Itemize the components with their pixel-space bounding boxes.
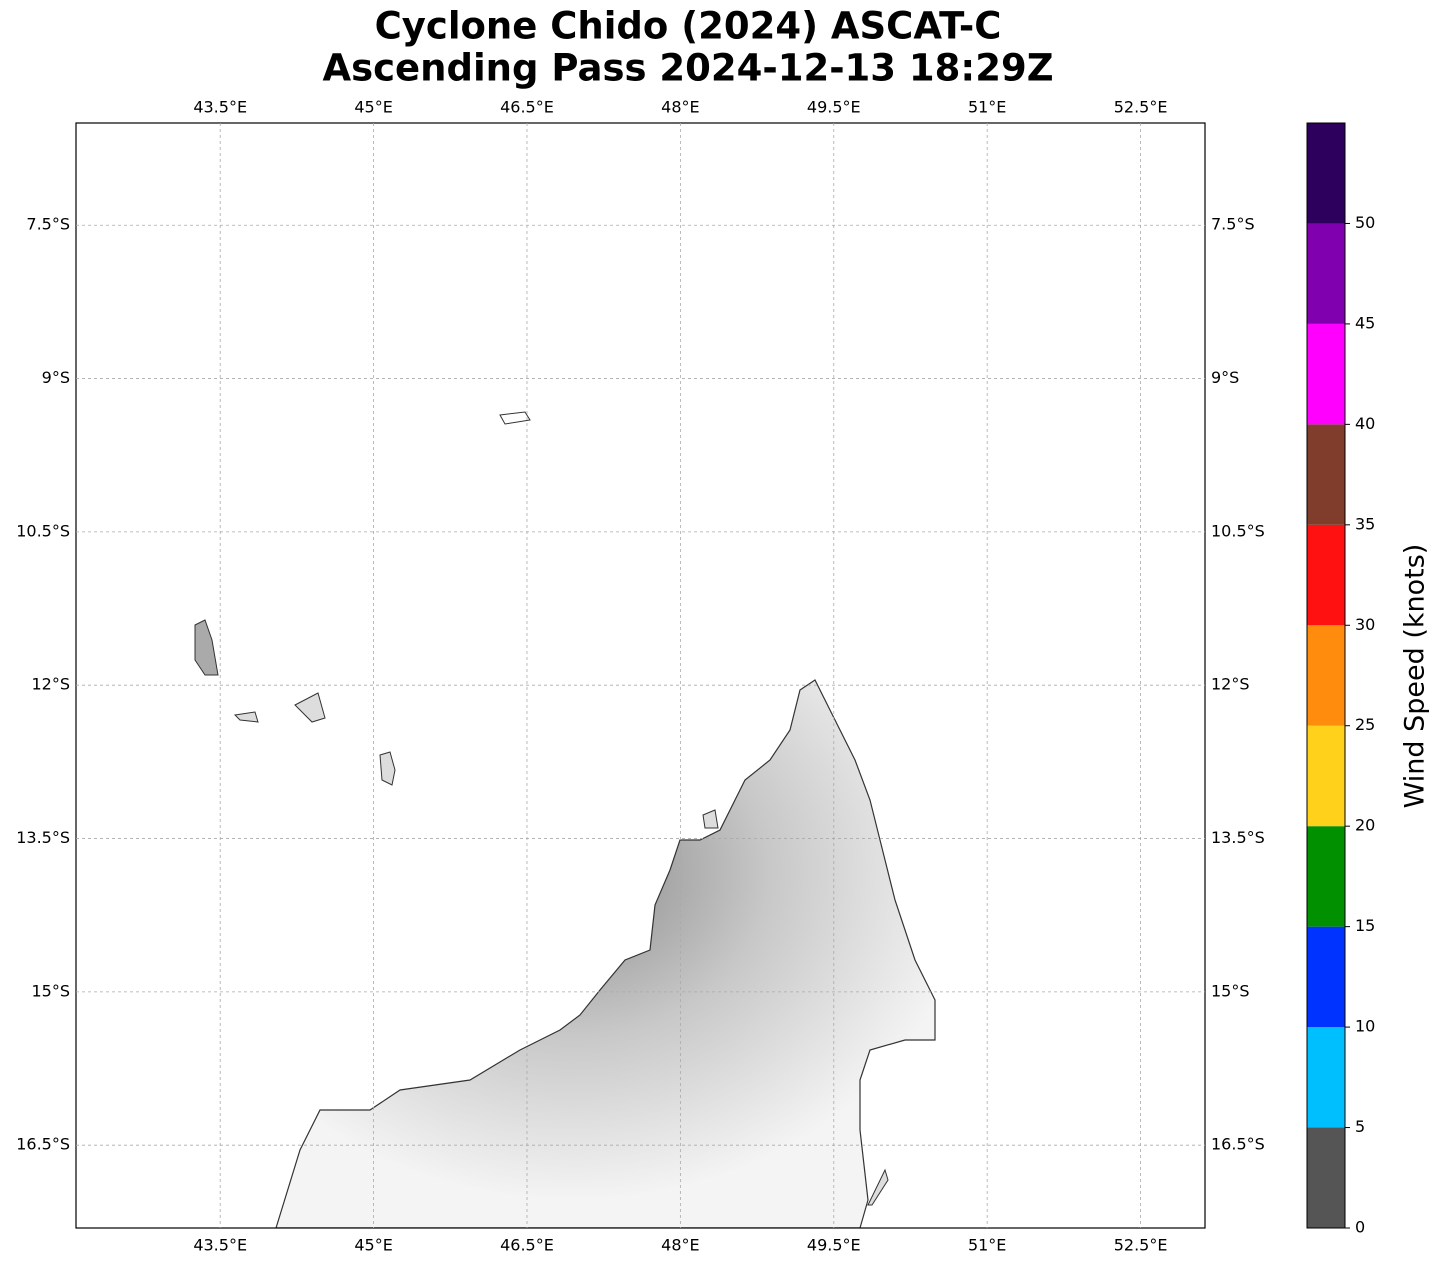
colorbar-bin [1307, 123, 1345, 224]
y-tick-label: 10.5°S [16, 521, 70, 540]
x-tick-label: 49.5°E [807, 1236, 861, 1255]
y-tick-label: 7.5°S [26, 215, 70, 234]
title: Cyclone Chido (2024) ASCAT-C [375, 5, 1002, 48]
y-tick-label: 13.5°S [16, 828, 70, 847]
colorbar-bin [1307, 323, 1345, 425]
colorbar-bin [1307, 826, 1345, 927]
y-tick-label: 16.5°S [1211, 1135, 1265, 1154]
x-tick-label: 52.5°E [1114, 1236, 1168, 1255]
colorbar-bin [1307, 1027, 1345, 1128]
x-tick-label: 45°E [354, 1236, 392, 1255]
y-tick-label: 9°S [1211, 368, 1239, 387]
colorbar-label: Wind Speed (knots) [1400, 544, 1431, 809]
x-tick-label: 43.5°E [193, 1236, 247, 1255]
colorbar-bin [1307, 424, 1345, 525]
y-tick-label: 13.5°S [1211, 828, 1265, 847]
colorbar-bin [1307, 223, 1345, 324]
x-tick-label: 51°E [968, 98, 1006, 117]
land [194, 411, 936, 1228]
colorbar-bin [1307, 524, 1345, 626]
colorbar-tick-label: 50 [1355, 213, 1375, 232]
colorbar-tick-label: 35 [1355, 514, 1375, 533]
colorbar-frame [1306, 122, 1346, 1229]
x-tick-label: 45°E [354, 98, 392, 117]
x-tick-label: 49.5°E [807, 98, 861, 117]
colorbar-bin [1307, 725, 1345, 827]
x-tick-label: 48°E [661, 1236, 699, 1255]
colorbar-tick-label: 10 [1355, 1017, 1375, 1036]
y-tick-label: 10.5°S [1211, 521, 1265, 540]
y-tick-label: 15°S [31, 981, 70, 1000]
colorbar-tick-label: 25 [1355, 715, 1375, 734]
y-tick-label: 12°S [31, 675, 70, 694]
colorbar-bin [1307, 625, 1345, 726]
colorbar-tick-label: 45 [1355, 313, 1375, 332]
x-tick-label: 51°E [968, 1236, 1006, 1255]
colorbar-tick-label: 0 [1355, 1218, 1365, 1237]
colorbar-bin [1307, 926, 1345, 1028]
colorbar-tick-label: 5 [1355, 1117, 1365, 1136]
colorbar-tick-label: 40 [1355, 414, 1375, 433]
colorbar-tick-label: 30 [1355, 615, 1375, 634]
x-tick-label: 52.5°E [1114, 98, 1168, 117]
y-tick-label: 7.5°S [1211, 215, 1255, 234]
colorbar-bin [1307, 1127, 1345, 1228]
subtitle: Ascending Pass 2024-12-13 18:29Z [322, 47, 1053, 90]
x-tick-label: 43.5°E [193, 98, 247, 117]
y-tick-label: 15°S [1211, 981, 1250, 1000]
x-tick-label: 46.5°E [500, 1236, 554, 1255]
colorbar-tick-label: 15 [1355, 916, 1375, 935]
map-frame [75, 122, 1206, 1229]
y-tick-label: 12°S [1211, 675, 1250, 694]
y-tick-label: 16.5°S [16, 1135, 70, 1154]
colorbar-tick-label: 20 [1355, 816, 1375, 835]
y-tick-label: 9°S [42, 368, 70, 387]
x-tick-label: 46.5°E [500, 98, 554, 117]
x-tick-label: 48°E [661, 98, 699, 117]
